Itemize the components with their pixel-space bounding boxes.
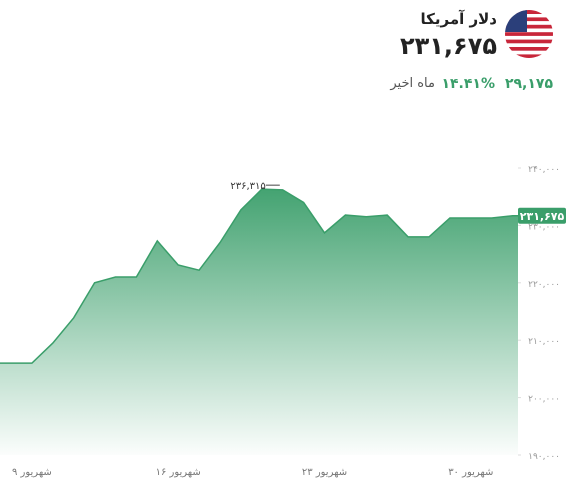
y-tick-label: ۲۱۰,۰۰۰ [528, 337, 560, 347]
price: ۲۳۱,۶۷۵ [399, 32, 497, 60]
x-tick-label: ۹ شهریور [12, 467, 52, 478]
last-value-box [518, 207, 566, 224]
y-tick-label: ۱۹۰,۰۰۰ [528, 452, 560, 462]
x-tick-label: ۳۰ شهریور [448, 467, 493, 478]
period: ماه اخیر [390, 76, 435, 91]
x-tick-label: ۲۳ شهریور [302, 467, 347, 478]
y-tick-label: ۲۰۰,۰۰۰ [528, 395, 560, 405]
x-tick-label: ۱۶ شهریور [156, 467, 201, 478]
last-value-label: ۲۳۱,۶۷۵ [520, 210, 565, 223]
change: ۲۹,۱۷۵ [504, 76, 553, 92]
max-value-label: ۲۳۶,۳۱۵ [230, 181, 265, 192]
y-tick-label: ۲۴۰,۰۰۰ [528, 165, 560, 175]
y-tick-label: ۲۳۰,۰۰۰ [528, 222, 560, 232]
line [0, 188, 518, 364]
y-tick-label: ۲۲۰,۰۰۰ [528, 280, 560, 290]
area [0, 189, 518, 455]
change-percent: ۱۴.۴۱% [441, 76, 495, 92]
us-flag [505, 10, 553, 58]
currency-name: دلار آمریکا [420, 10, 497, 28]
